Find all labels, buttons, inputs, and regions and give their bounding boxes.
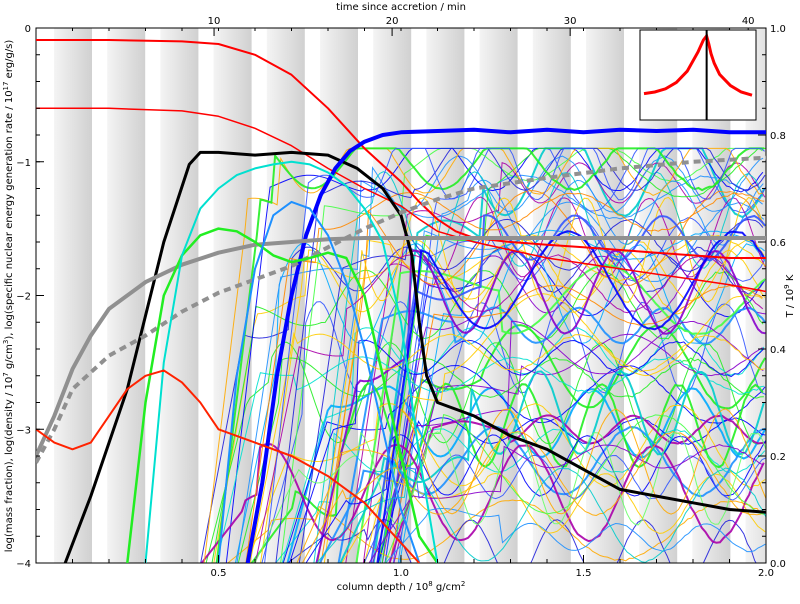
abundance-line [254, 254, 764, 563]
top-tick-label: 30 [564, 16, 577, 27]
top-tick-label: 20 [386, 16, 399, 27]
y-axis-title-left: log(mass fraction), log(density / 107 g/… [2, 40, 15, 553]
series-line-grey_density [36, 236, 766, 457]
top-tick-label: 40 [742, 16, 755, 27]
abundance-line [384, 413, 765, 563]
abundance-line [339, 370, 765, 563]
abundance-line [317, 155, 764, 563]
series-line-grey_dashed [36, 155, 766, 464]
background-band [54, 28, 92, 563]
axes-ticks: 0.5 1.0 1.5 2.0 10 20 30 40 0 −1 −2 −3 −4 1.0 0.8 0.6 0.… [16, 16, 786, 579]
inset-frame [639, 29, 757, 121]
abundance-line [216, 356, 765, 563]
y-right-tick-label: 0.4 [770, 345, 786, 356]
abundance-line [289, 339, 765, 563]
abundance-line [250, 382, 764, 563]
abundance-line [397, 179, 764, 563]
y-right-tick-label: 0.6 [770, 238, 786, 249]
abundance-line [249, 331, 765, 563]
background-band [160, 28, 199, 563]
y-left-tick-label: 0 [25, 24, 31, 35]
y-left-tick-label: −4 [16, 559, 31, 570]
abundance-line [364, 293, 763, 563]
abundance-line [355, 264, 766, 563]
x-tick-label: 2.0 [758, 568, 774, 579]
abundance-line [315, 249, 766, 563]
abundance-line [341, 472, 766, 563]
background-band [213, 28, 252, 563]
series-line-blue_temperature [245, 127, 766, 563]
abundance-line [316, 467, 766, 563]
series-group [36, 39, 766, 563]
abundance-line [245, 192, 765, 563]
abundance-line [200, 442, 765, 563]
x-tick-label: 0.5 [211, 568, 227, 579]
y-axis-title-right: T / 109 K [783, 274, 796, 318]
x-tick-label: 1.5 [576, 568, 592, 579]
y-right-tick-label: 0.2 [770, 452, 786, 463]
top-tick-label: 10 [208, 16, 221, 27]
series-line-cyan_a [144, 160, 439, 563]
y-left-tick-label: −1 [16, 158, 31, 169]
abundance-line [368, 444, 764, 563]
abundance-line [345, 196, 766, 563]
y-right-tick-label: 0.0 [770, 559, 786, 570]
abundance-line [384, 217, 766, 563]
series-line-green_a [126, 227, 439, 563]
series-line-mid_blue_a [217, 200, 421, 563]
y-left-tick-label: −2 [16, 292, 31, 303]
abundance-line [385, 508, 766, 563]
series-line-red_bump [36, 369, 421, 563]
abundance-line [254, 431, 766, 563]
x-tick-label: 1.0 [393, 568, 409, 579]
y-left-tick-label: −3 [16, 425, 31, 436]
abundance-line [388, 414, 766, 563]
series-line-red_second [36, 107, 766, 293]
abundance-line [393, 333, 763, 563]
x-axis-title-bottom: column depth / 108 g/cm2 [337, 580, 466, 593]
abundance-line [282, 365, 766, 563]
abundance-line [318, 425, 766, 563]
series-line-black_energy [63, 150, 766, 563]
abundance-line [296, 430, 765, 563]
abundance-line [236, 174, 763, 563]
abundance-line [227, 499, 765, 563]
abundance-line [301, 408, 766, 563]
x-axis-title-top: time since accretion / min [336, 2, 466, 13]
y-right-tick-label: 1.0 [770, 24, 786, 35]
abundance-line [275, 147, 766, 563]
abundance-line [372, 320, 764, 563]
abundance-line [389, 284, 763, 563]
abundance-line [313, 171, 764, 563]
abundance-line [287, 519, 757, 563]
series-line-red_top [36, 39, 766, 259]
inset-plot [639, 29, 757, 121]
abundance-line [376, 230, 766, 563]
y-right-tick-label: 0.8 [770, 131, 786, 142]
